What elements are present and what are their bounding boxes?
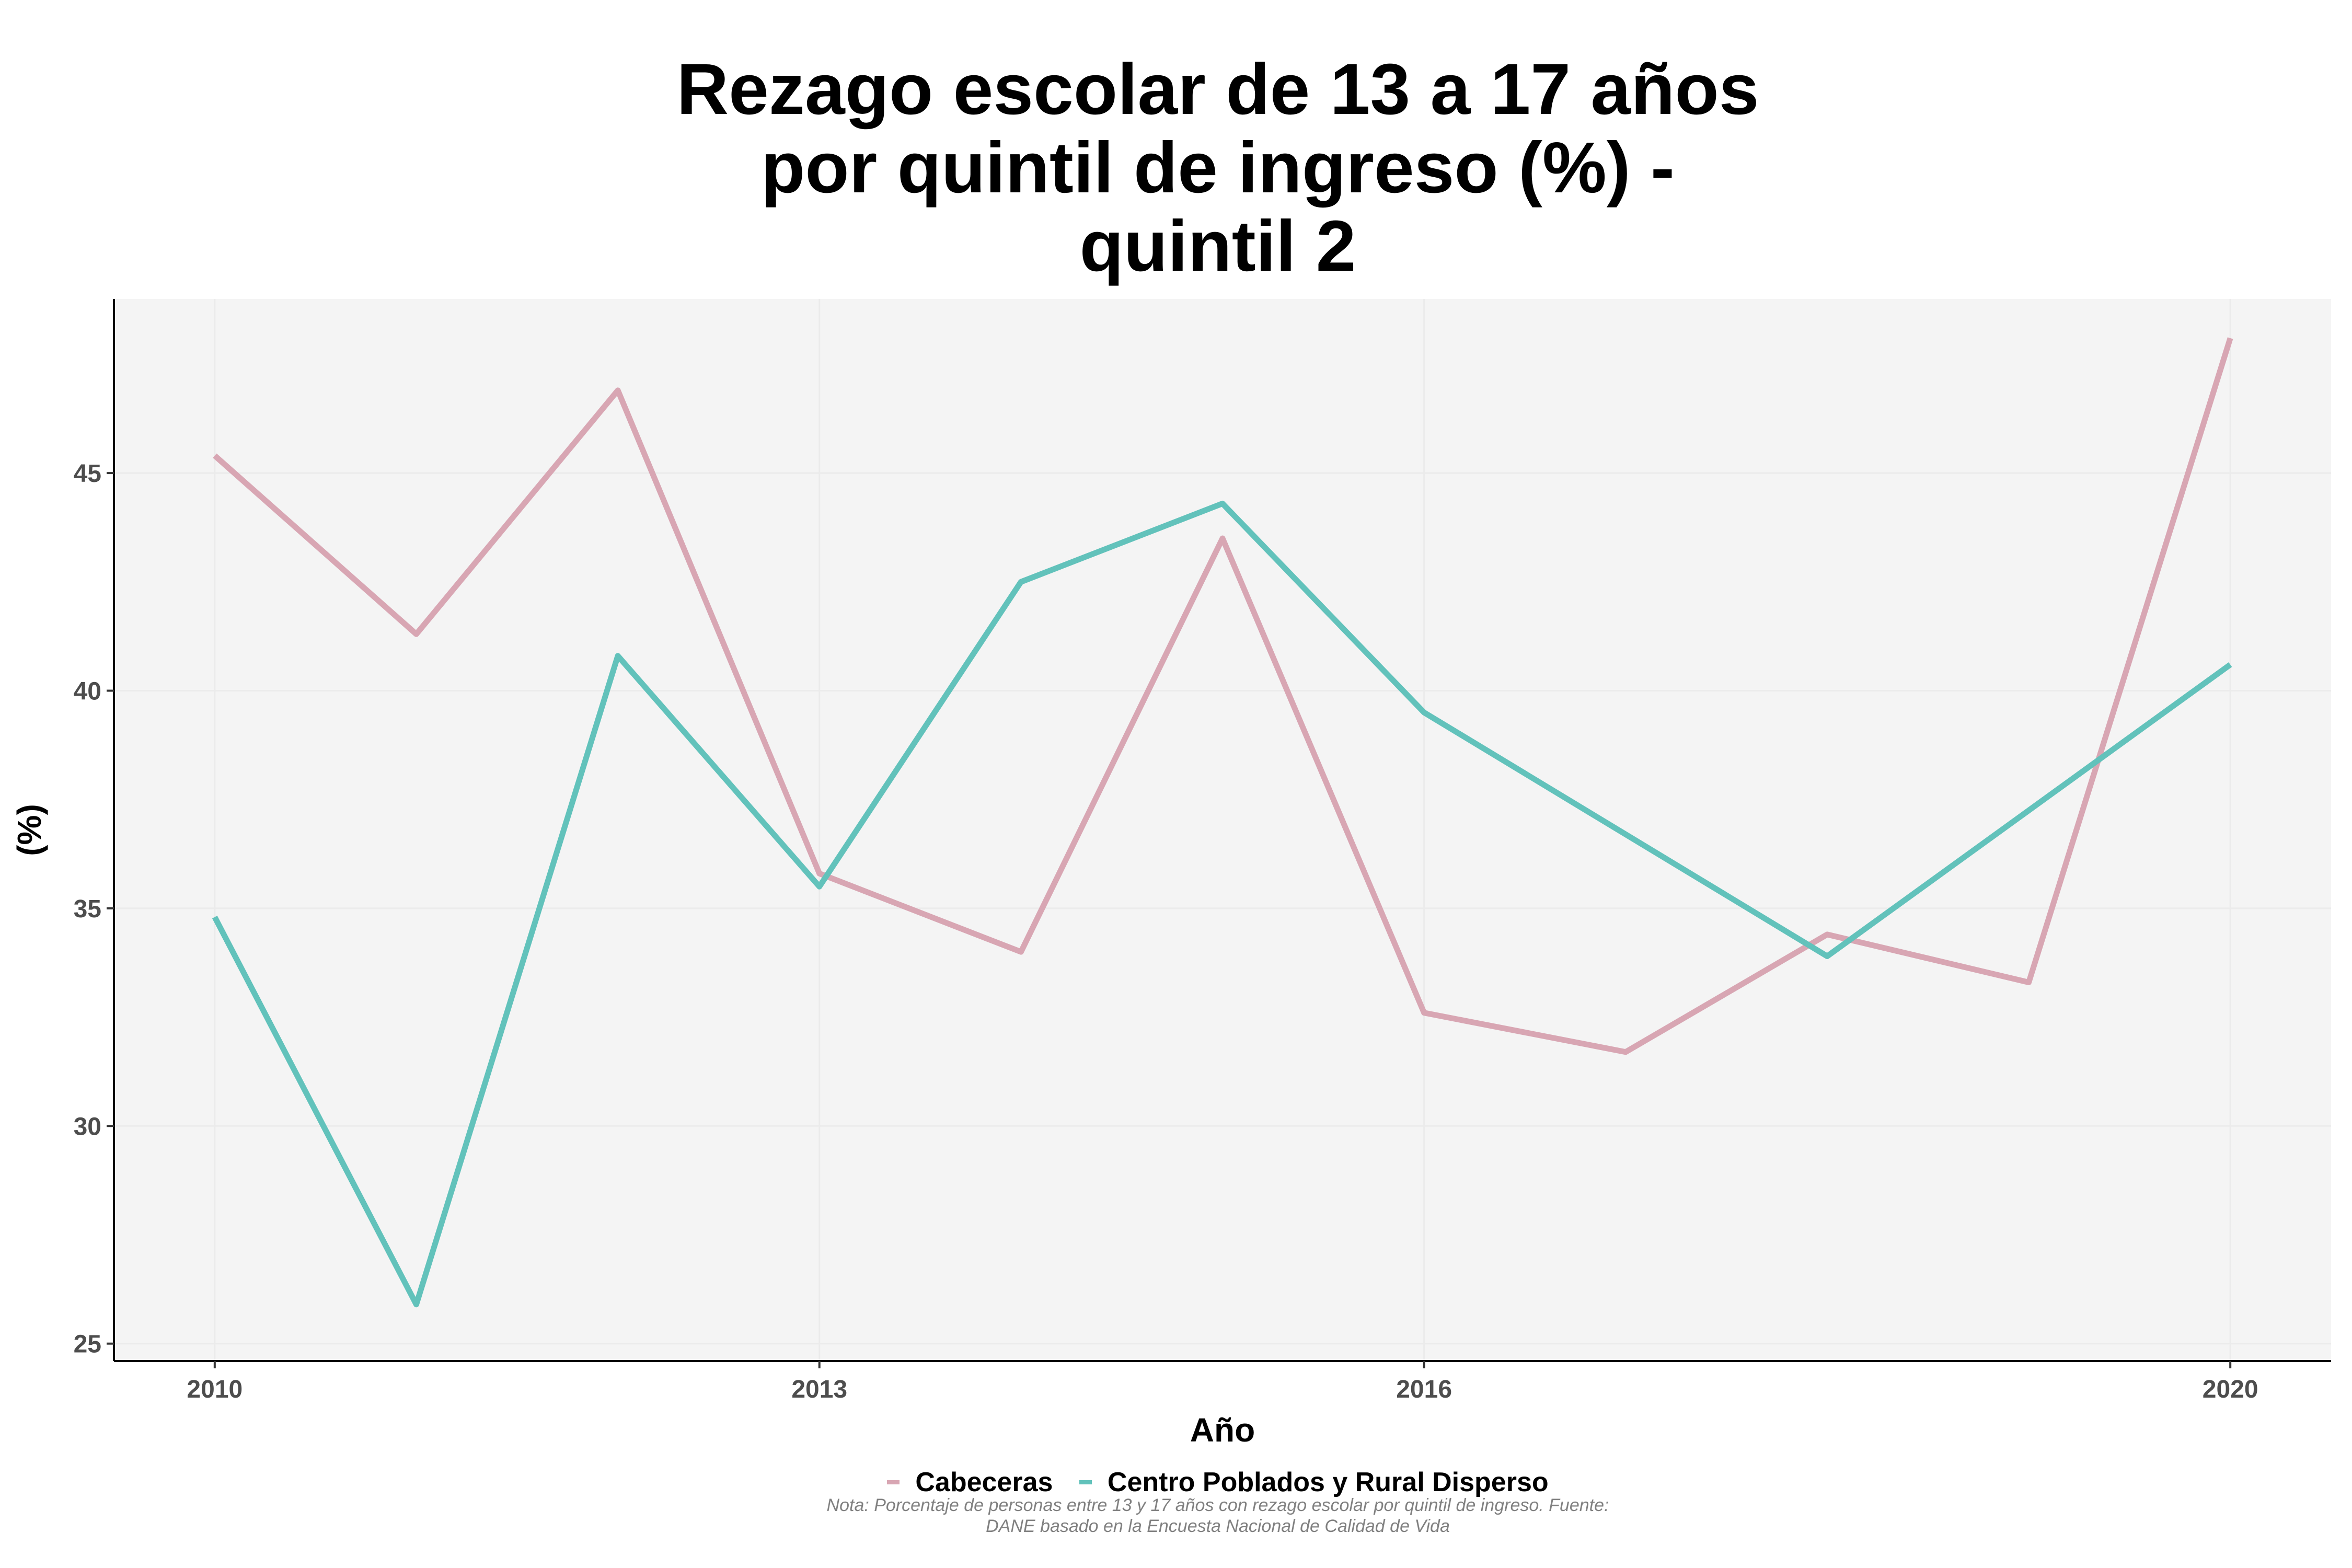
y-tick-label-30: 30: [74, 1113, 101, 1140]
legend-key-centro-poblados: [1079, 1480, 1092, 1484]
y-tick-label-45: 45: [74, 460, 101, 488]
plot-panel: [114, 299, 2331, 1361]
legend-item-centro-poblados: Centro Poblados y Rural Disperso: [1079, 1467, 1549, 1498]
y-tick-label-40: 40: [74, 678, 101, 706]
legend-key-cabeceras: [887, 1480, 900, 1484]
legend-item-cabeceras: Cabeceras: [887, 1467, 1053, 1498]
chart-note: Nota: Porcentaje de personas entre 13 y …: [0, 1495, 2352, 1537]
chart-title: Rezago escolar de 13 a 17 años por quint…: [0, 50, 2352, 285]
series-line-centro-poblados-y-rural-disperso: [212, 500, 2232, 1308]
legend-label-cabeceras: Cabeceras: [915, 1467, 1053, 1497]
x-axis-title: Año: [1190, 1411, 1255, 1449]
x-tick-label-2016: 2016: [1396, 1376, 1452, 1403]
chart-title-line-2: por quintil de ingreso (%) -: [761, 128, 1675, 208]
series-line-cabeceras: [213, 337, 2233, 1055]
legend-label-centro-poblados: Centro Poblados y Rural Disperso: [1107, 1467, 1549, 1497]
legend: Cabeceras Centro Poblados y Rural Disper…: [0, 1460, 2352, 1498]
axes: [113, 299, 2331, 1362]
chart-title-line-3: quintil 2: [1079, 206, 1356, 286]
series-lines: [212, 337, 2233, 1308]
x-tick-label-2013: 2013: [791, 1376, 847, 1403]
y-tick-label-35: 35: [74, 895, 101, 923]
y-tick-label-25: 25: [74, 1331, 101, 1358]
x-tick-label-2020: 2020: [2203, 1376, 2258, 1403]
y-axis-title: (%): [10, 804, 48, 856]
tick-labels: 25 30 35 40 45 2010 2013 2016 2020: [74, 460, 2258, 1403]
x-tick-label-2010: 2010: [187, 1376, 243, 1403]
chart-title-line-1: Rezago escolar de 13 a 17 años: [676, 49, 1759, 130]
chart-note-line-1: Nota: Porcentaje de personas entre 13 y …: [826, 1495, 1609, 1515]
chart-note-line-2: DANE basado en la Encuesta Nacional de C…: [986, 1516, 1450, 1536]
grid-lines: [114, 299, 2331, 1361]
